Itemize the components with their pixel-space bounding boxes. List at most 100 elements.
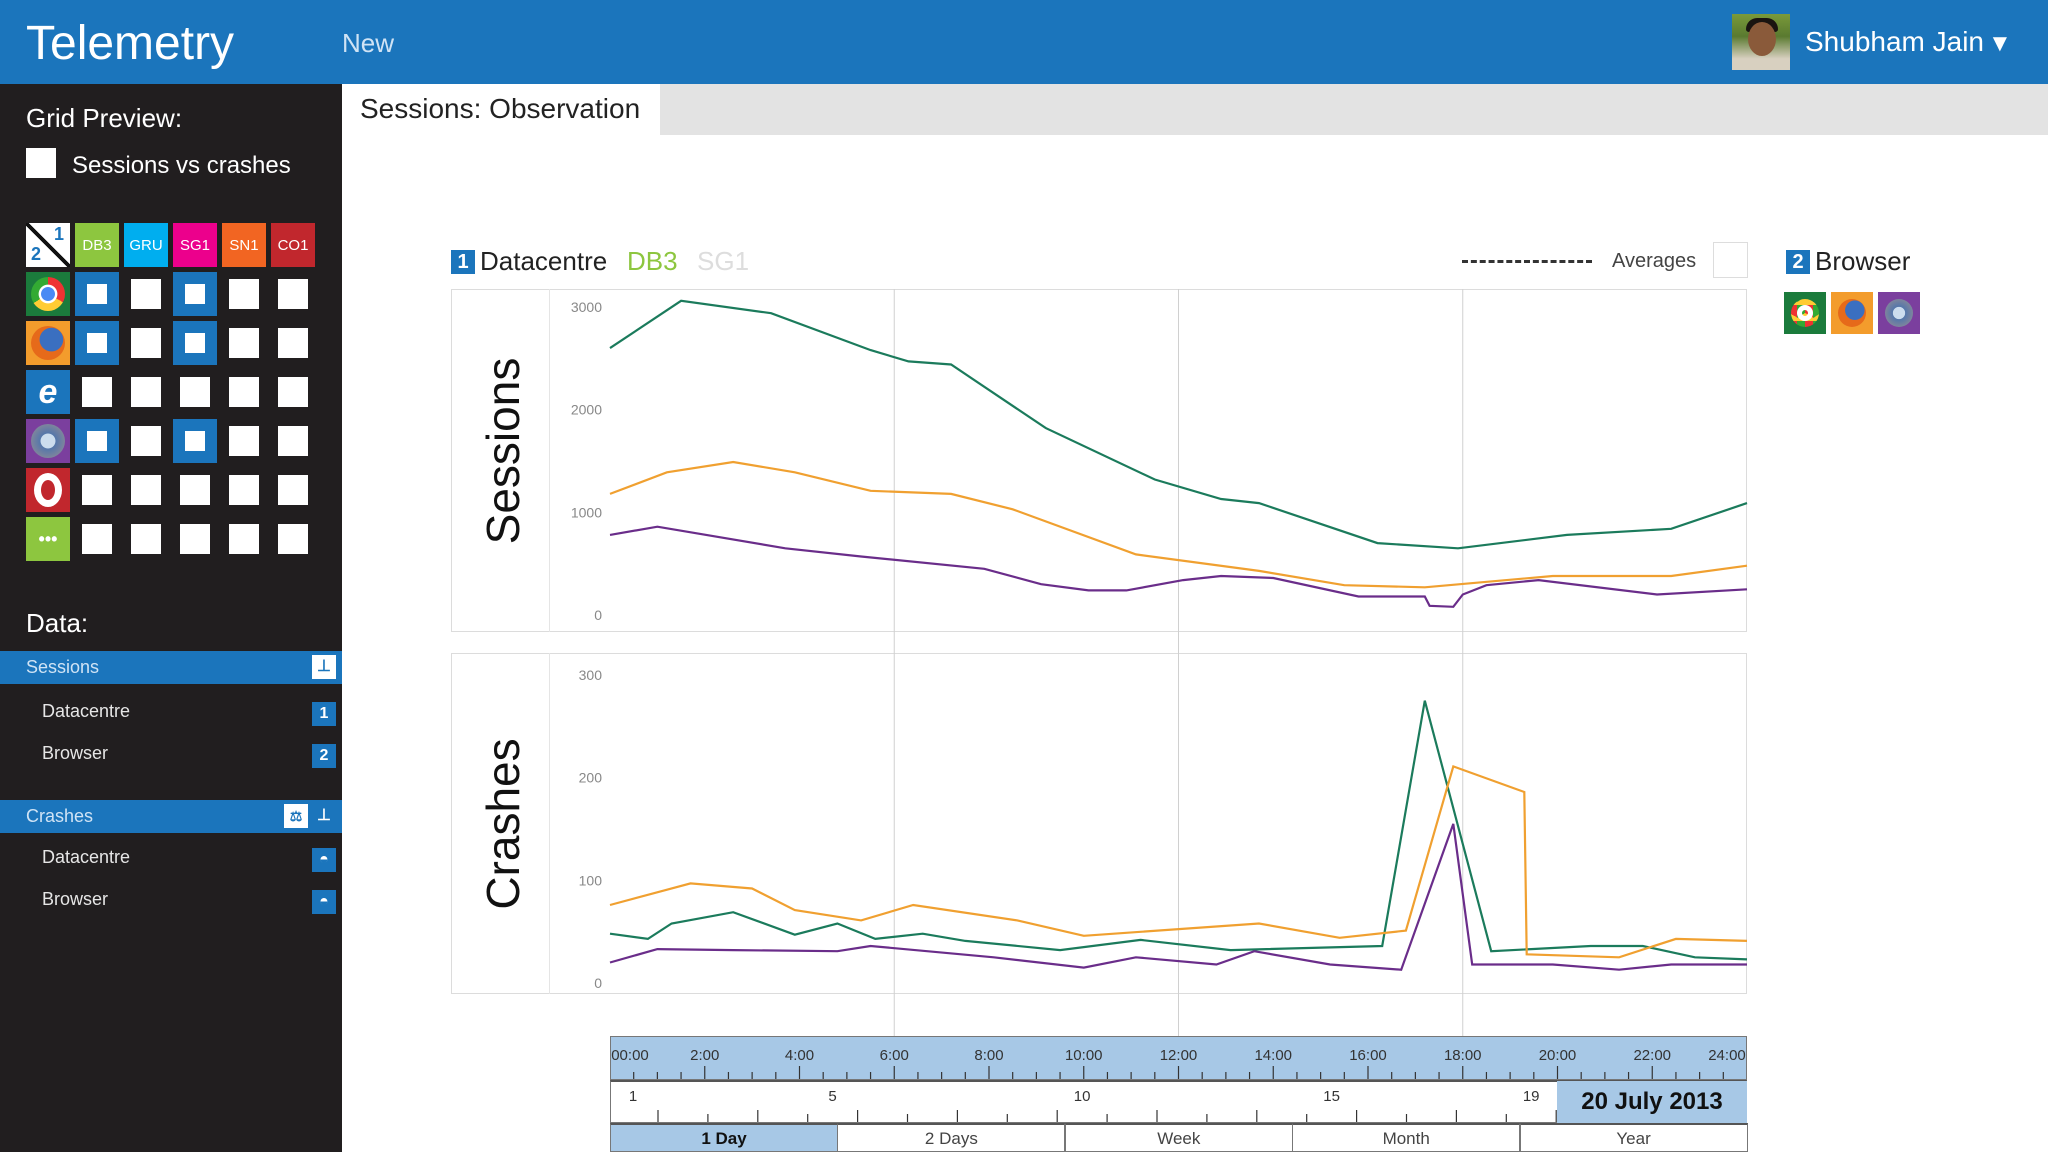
series-line-3 bbox=[609, 525, 1748, 608]
checkbox-label: Sessions vs crashes bbox=[72, 152, 291, 179]
safari-icon[interactable] bbox=[26, 419, 70, 463]
axis-divider bbox=[549, 289, 550, 632]
grid-cell-checkbox[interactable] bbox=[173, 517, 217, 561]
grid-cell-checkbox[interactable] bbox=[222, 272, 266, 316]
grid-cell-checkbox[interactable] bbox=[75, 419, 119, 463]
grid-cell-checkbox[interactable] bbox=[173, 468, 217, 512]
grid-cell-checkbox[interactable] bbox=[124, 321, 168, 365]
dome-icon: ◓ bbox=[312, 890, 336, 914]
app-title: Telemetry bbox=[26, 17, 235, 70]
item-label: Browser bbox=[42, 743, 109, 763]
grid-cell-checkbox[interactable] bbox=[173, 321, 217, 365]
new-button[interactable]: New bbox=[342, 28, 395, 58]
grid-cell-checkbox[interactable] bbox=[75, 468, 119, 512]
firefox-icon[interactable] bbox=[26, 321, 70, 365]
data-title: Data: bbox=[26, 608, 89, 638]
grid-column-sg1[interactable]: SG1 bbox=[173, 223, 217, 267]
item-label: Datacentre bbox=[42, 847, 131, 867]
grid-cell-checkbox[interactable] bbox=[124, 272, 168, 316]
dimension-2-badge: 2 bbox=[1786, 250, 1810, 274]
y-tick-label: 0 bbox=[594, 607, 602, 623]
grid-column-sn1[interactable]: SN1 bbox=[222, 223, 266, 267]
grid-cell-checkbox[interactable] bbox=[173, 272, 217, 316]
chrome-icon[interactable] bbox=[26, 272, 70, 316]
series-line-2 bbox=[609, 764, 1748, 959]
internet-explorer-icon[interactable]: e bbox=[26, 370, 70, 414]
y-tick-label: 100 bbox=[579, 872, 603, 888]
y-tick-label: 1000 bbox=[571, 504, 602, 520]
grid-cell-checkbox[interactable] bbox=[271, 419, 315, 463]
grid-cell-checkbox[interactable] bbox=[75, 370, 119, 414]
sessions-section[interactable]: Sessions ⊥ bbox=[0, 651, 342, 684]
sessions-vs-crashes-checkbox[interactable] bbox=[26, 148, 56, 178]
tab-sessions-observation[interactable]: Sessions: Observation bbox=[342, 84, 660, 135]
grid-cell-checkbox[interactable] bbox=[271, 321, 315, 365]
crashes-section[interactable]: Crashes ⚖ ⊥ bbox=[0, 800, 342, 833]
averages-dash-icon bbox=[1462, 260, 1592, 263]
grid-preview-title: Grid Preview: bbox=[26, 103, 183, 133]
compare-scale-icon[interactable]: ⚖ bbox=[284, 804, 308, 828]
sg1-legend[interactable]: SG1 bbox=[697, 246, 750, 276]
grid-cell-checkbox[interactable] bbox=[222, 419, 266, 463]
firefox-icon[interactable] bbox=[1831, 292, 1873, 334]
grid-cell-checkbox[interactable] bbox=[271, 370, 315, 414]
period-week[interactable]: Week bbox=[1064, 1123, 1293, 1152]
grid-cell-checkbox[interactable] bbox=[75, 321, 119, 365]
series-line-3 bbox=[609, 823, 1747, 971]
user-menu-caret-icon[interactable]: ▼ bbox=[1988, 30, 2012, 57]
averages-toggle[interactable] bbox=[1713, 242, 1748, 278]
averages-label: Averages bbox=[1612, 250, 1697, 272]
sessions-browser-item[interactable]: Browser 2 bbox=[0, 741, 342, 771]
grid-cell-checkbox[interactable] bbox=[222, 370, 266, 414]
crashes-label: Crashes bbox=[26, 806, 94, 826]
grid-cell-checkbox[interactable] bbox=[75, 517, 119, 561]
grid-cell-checkbox[interactable] bbox=[222, 468, 266, 512]
period-year[interactable]: Year bbox=[1519, 1123, 1748, 1152]
grid-column-co1[interactable]: CO1 bbox=[271, 223, 315, 267]
hour-timeline[interactable] bbox=[610, 1036, 1747, 1080]
grid-column-db3[interactable]: DB3 bbox=[75, 223, 119, 267]
grid-column-gru[interactable]: GRU bbox=[124, 223, 168, 267]
grid-cell-checkbox[interactable] bbox=[173, 370, 217, 414]
grid-cell-checkbox[interactable] bbox=[222, 517, 266, 561]
grid-cell-checkbox[interactable] bbox=[271, 272, 315, 316]
number-badge: 2 bbox=[312, 744, 336, 768]
browser-legend: Browser bbox=[1815, 246, 1911, 276]
db3-legend[interactable]: DB3 bbox=[627, 246, 678, 276]
chrome-icon[interactable] bbox=[1784, 292, 1826, 334]
corner-1: 1 bbox=[53, 224, 64, 244]
grid-cell-checkbox[interactable] bbox=[271, 468, 315, 512]
y-tick-label: 300 bbox=[579, 667, 603, 683]
pin-icon[interactable]: ⊥ bbox=[312, 804, 336, 828]
grid-cell-checkbox[interactable] bbox=[124, 468, 168, 512]
app-header: Telemetry New Shubham Jain ▼ bbox=[0, 0, 2048, 84]
user-name[interactable]: Shubham Jain bbox=[1805, 26, 1985, 57]
grid-cell-checkbox[interactable] bbox=[222, 321, 266, 365]
grid-cell-checkbox[interactable] bbox=[124, 370, 168, 414]
opera-icon[interactable] bbox=[26, 468, 70, 512]
series-line-2 bbox=[609, 460, 1748, 589]
y-tick-label: 200 bbox=[579, 770, 603, 786]
grid-cell-checkbox[interactable] bbox=[173, 419, 217, 463]
period-month[interactable]: Month bbox=[1292, 1123, 1521, 1152]
sessions-panel bbox=[451, 289, 1747, 632]
pin-icon[interactable]: ⊥ bbox=[312, 655, 336, 679]
crashes-browser-item[interactable]: Browser ◓ bbox=[0, 887, 342, 917]
avatar[interactable] bbox=[1732, 14, 1790, 70]
crashes-datacentre-item[interactable]: Datacentre ◓ bbox=[0, 845, 342, 875]
more-icon[interactable]: ••• bbox=[26, 517, 70, 561]
sessions-datacentre-item[interactable]: Datacentre 1 bbox=[0, 699, 342, 729]
selected-date[interactable]: 20 July 2013 bbox=[1557, 1081, 1747, 1123]
dome-icon: ◓ bbox=[312, 848, 336, 872]
period-2-days[interactable]: 2 Days bbox=[837, 1123, 1066, 1152]
number-badge: 1 bbox=[312, 702, 336, 726]
grid-cell-checkbox[interactable] bbox=[271, 517, 315, 561]
grid-cell-checkbox[interactable] bbox=[75, 272, 119, 316]
grid-cell-checkbox[interactable] bbox=[124, 517, 168, 561]
period-1-day[interactable]: 1 Day bbox=[610, 1123, 838, 1152]
y-tick-label: 3000 bbox=[571, 299, 602, 315]
grid-cell-checkbox[interactable] bbox=[124, 419, 168, 463]
safari-icon[interactable] bbox=[1878, 292, 1920, 334]
